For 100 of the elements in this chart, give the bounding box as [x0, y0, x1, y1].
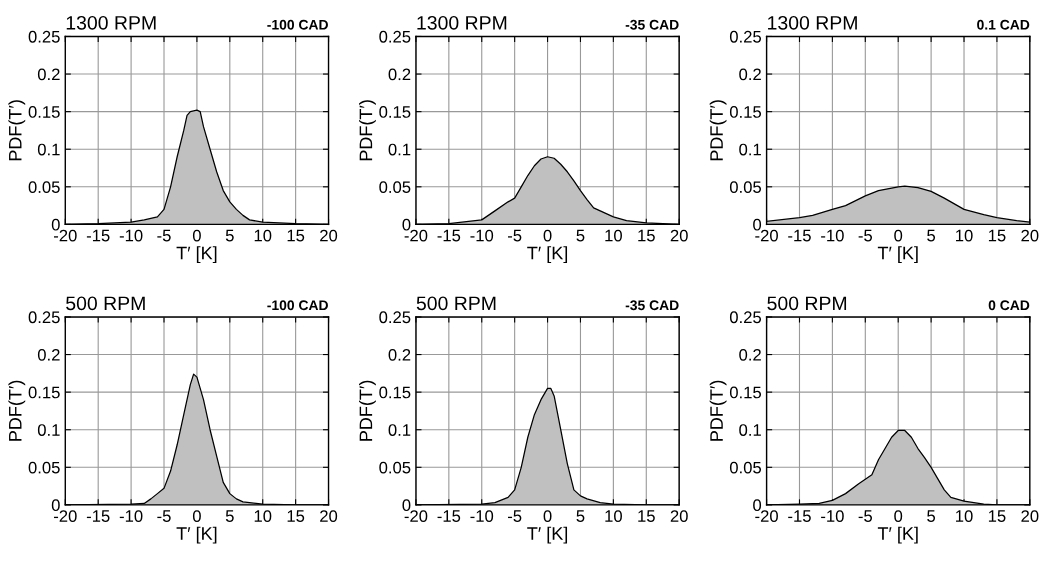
y-axis-title: PDF(T′) [709, 100, 727, 161]
x-tick-label: 15 [287, 510, 305, 522]
x-tick-label: 5 [576, 229, 585, 242]
y-axis-title: PDF(T′) [709, 380, 727, 441]
y-tick-label: 0.1 [739, 424, 761, 436]
x-tick-label: 15 [638, 229, 655, 242]
chart-title: 500 RPM [416, 296, 496, 311]
chart-title: 1300 RPM [417, 15, 507, 30]
chart-title: 1300 RPM [768, 15, 857, 30]
x-tick-label: 10 [254, 229, 272, 242]
y-axis-title: PDF(T′) [359, 380, 376, 441]
x-tick-label: 5 [927, 510, 936, 522]
x-tick-label: -15 [437, 510, 461, 522]
x-tick-label: -15 [437, 229, 461, 242]
y-tick-label: 0.05 [379, 461, 411, 474]
y-tick-label: 0.2 [739, 348, 761, 361]
x-tick-label: -15 [788, 229, 811, 242]
y-tick-label: 0.15 [379, 106, 411, 118]
x-axis-title: T′ [K] [877, 526, 918, 544]
x-tick-label: 20 [1021, 229, 1039, 242]
y-tick-label: 0.25 [379, 30, 411, 43]
x-tick-label: -5 [507, 510, 522, 522]
x-tick-label: -15 [86, 229, 110, 242]
y-tick-label: 0.2 [37, 68, 60, 81]
y-tick-label: 0.1 [37, 143, 60, 156]
y-tick-label: 0.15 [379, 386, 411, 399]
x-tick-label: -15 [86, 510, 110, 522]
y-tick-label: 0.15 [28, 106, 60, 118]
x-tick-label: 0 [192, 229, 201, 242]
y-tick-label: 0 [753, 218, 762, 231]
x-axis-title: T′ [K] [527, 246, 568, 264]
x-tick-label: 5 [576, 510, 585, 522]
chart-subtitle: -35 CAD [625, 19, 679, 30]
x-tick-label: 10 [956, 229, 973, 242]
y-tick-label: 0.05 [729, 181, 762, 194]
x-axis-title: T′ [K] [877, 246, 918, 264]
chart-subtitle: 0.1 CAD [977, 19, 1030, 30]
x-tick-label: 0 [894, 229, 903, 242]
chart-subtitle: -100 CAD [267, 300, 328, 311]
x-tick-label: -5 [858, 229, 873, 242]
y-axis-title: PDF(T′) [359, 100, 376, 161]
x-tick-label: 20 [670, 510, 688, 522]
x-tick-label: 10 [956, 510, 973, 522]
y-tick-label: 0.1 [388, 424, 411, 436]
y-tick-label: 0 [402, 218, 411, 231]
chart-title: 500 RPM [66, 296, 145, 311]
x-tick-label: 20 [1021, 510, 1039, 522]
y-axis-title: PDF(T′) [8, 100, 26, 161]
x-tick-label: -5 [858, 510, 873, 522]
x-tick-label: -20 [53, 229, 77, 242]
x-tick-label: 0 [894, 510, 903, 522]
y-tick-label: 0 [402, 499, 411, 512]
y-tick-label: 0.05 [28, 181, 60, 194]
y-tick-label: 0.2 [37, 348, 60, 361]
x-axis-title: T′ [K] [176, 246, 217, 264]
y-tick-label: 0.2 [739, 68, 761, 81]
y-axis-title: PDF(T′) [8, 380, 26, 441]
x-tick-label: 15 [287, 229, 305, 242]
y-tick-label: 0.15 [28, 386, 60, 399]
chart-title: 1300 RPM [66, 15, 156, 30]
x-tick-label: -5 [507, 229, 522, 242]
x-tick-label: -20 [404, 510, 428, 522]
x-tick-label: 10 [254, 510, 272, 522]
y-tick-label: 0.25 [729, 311, 762, 324]
x-tick-label: 20 [670, 229, 688, 242]
x-tick-label: 15 [988, 510, 1006, 522]
y-tick-label: 0 [51, 218, 60, 231]
x-tick-label: -20 [755, 510, 778, 522]
x-tick-label: -20 [404, 229, 428, 242]
x-tick-label: -10 [119, 510, 143, 522]
y-tick-label: 0.05 [28, 461, 60, 474]
y-tick-label: 0.15 [729, 386, 762, 399]
x-tick-label: -10 [119, 229, 143, 242]
y-tick-label: 0.05 [379, 181, 411, 194]
chart-subtitle: -35 CAD [625, 300, 679, 311]
x-tick-label: 15 [638, 510, 655, 522]
x-tick-label: -5 [157, 510, 171, 522]
x-tick-label: 10 [605, 229, 622, 242]
x-tick-label: 20 [320, 510, 338, 522]
y-tick-label: 0.05 [729, 461, 762, 474]
y-tick-label: 0 [51, 499, 60, 512]
y-tick-label: 0.2 [388, 348, 411, 361]
x-tick-label: -20 [755, 229, 778, 242]
x-tick-label: 15 [988, 229, 1006, 242]
x-tick-label: 0 [543, 510, 552, 522]
chart-subtitle: 0 CAD [988, 300, 1030, 311]
x-tick-label: -15 [788, 510, 811, 522]
y-tick-label: 0.25 [729, 30, 762, 43]
y-tick-label: 0.1 [739, 143, 761, 156]
x-axis-title: T′ [K] [527, 526, 568, 544]
y-tick-label: 0.2 [388, 68, 411, 81]
x-tick-label: -20 [53, 510, 77, 522]
x-tick-label: 0 [543, 229, 552, 242]
x-tick-label: -10 [821, 229, 844, 242]
y-tick-label: 0.25 [379, 311, 411, 324]
x-tick-label: -10 [470, 510, 494, 522]
x-axis-title: T′ [K] [176, 526, 217, 544]
y-tick-label: 0.15 [729, 106, 762, 118]
y-tick-label: 0.25 [28, 30, 60, 43]
x-tick-label: 5 [225, 510, 234, 522]
